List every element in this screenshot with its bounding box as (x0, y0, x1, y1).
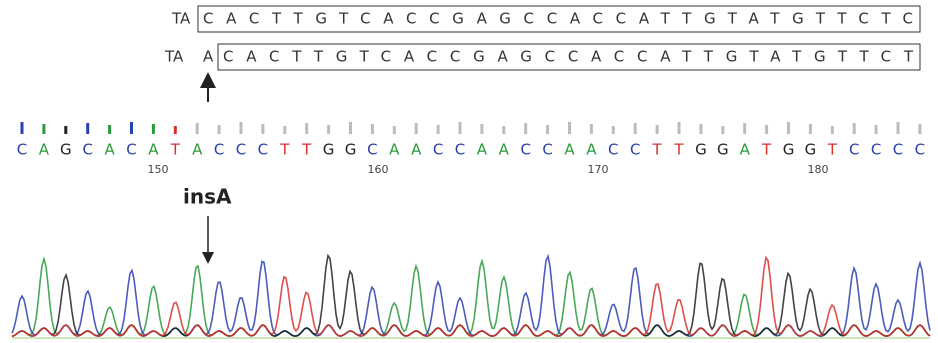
base-call: A (740, 141, 751, 159)
base-call: C (258, 141, 268, 159)
base-call: A (411, 141, 422, 159)
quality-bar (612, 126, 615, 134)
base-call: C (893, 141, 903, 159)
base-call: T (301, 141, 312, 159)
mutant-prefix: TA (164, 48, 184, 66)
position-label: 160 (368, 163, 389, 176)
quality-bar (897, 122, 900, 134)
quality-bar (459, 122, 462, 134)
base-call: C (630, 141, 640, 159)
base-call: G (695, 141, 707, 159)
quality-bar (196, 123, 199, 134)
base-call: A (104, 141, 115, 159)
quality-bar (853, 123, 856, 134)
base-call: G (717, 141, 729, 159)
base-call: G (805, 141, 817, 159)
quality-bar (327, 125, 330, 134)
quality-bar (590, 124, 593, 134)
base-call: G (323, 141, 335, 159)
quality-bar (918, 124, 921, 134)
quality-bar (415, 123, 418, 134)
quality-bar (152, 124, 155, 134)
traces (12, 256, 930, 337)
mutant-sequence: CACTTGTCACCGAGCCACCATTGTATGTTCT (223, 48, 914, 66)
base-call: C (433, 141, 443, 159)
base-call: T (170, 141, 181, 159)
base-call: A (148, 141, 159, 159)
base-call: C (236, 141, 246, 159)
base-call: C (849, 141, 859, 159)
quality-bar (283, 126, 286, 134)
base-call: C (915, 141, 925, 159)
quality-bar (42, 124, 45, 134)
base-call: C (455, 141, 465, 159)
quality-bar (174, 126, 177, 134)
quality-bar (305, 123, 308, 134)
base-call: T (827, 141, 838, 159)
base-call: C (17, 141, 27, 159)
quality-bar (743, 123, 746, 134)
reference-prefix: TA (171, 10, 191, 28)
quality-bar (64, 126, 67, 134)
chromatogram-figure: TA CACTTGTCACCGAGCCACCATTGTATGTTCTC TA A… (0, 0, 938, 343)
base-call: C (367, 141, 377, 159)
base-call: G (60, 141, 72, 159)
base-call: C (871, 141, 881, 159)
quality-bar (524, 123, 527, 134)
base-call: G (783, 141, 795, 159)
quality-bar (546, 125, 549, 134)
base-call: T (652, 141, 663, 159)
mutant-insertion: A (203, 48, 214, 66)
quality-bar (831, 126, 834, 134)
quality-bar (656, 125, 659, 134)
quality-bar (765, 125, 768, 134)
quality-bar (393, 126, 396, 134)
quality-bar (86, 123, 89, 134)
quality-bar (809, 124, 812, 134)
quality-bar (108, 125, 111, 134)
quality-bar (261, 124, 264, 134)
position-label: 170 (588, 163, 609, 176)
quality-bar (699, 124, 702, 134)
base-call: C (520, 141, 530, 159)
base-call: T (279, 141, 290, 159)
quality-bar (678, 122, 681, 134)
base-call: C (214, 141, 224, 159)
base-call: A (586, 141, 597, 159)
base-call: T (673, 141, 684, 159)
base-call: C (82, 141, 92, 159)
base-call: G (345, 141, 357, 159)
quality-bar (21, 122, 24, 134)
quality-bar (480, 124, 483, 134)
base-call: A (192, 141, 203, 159)
base-call: A (564, 141, 575, 159)
base-call: C (608, 141, 618, 159)
quality-bar (502, 126, 505, 134)
quality-bar (437, 125, 440, 134)
quality-bar (240, 122, 243, 134)
base-call: A (389, 141, 400, 159)
base-call: T (761, 141, 772, 159)
quality-bar (787, 122, 790, 134)
reference-box (198, 6, 920, 32)
quality-bar (568, 122, 571, 134)
base-call: A (39, 141, 50, 159)
reference-sequence: CACTTGTCACCGAGCCACCATTGTATGTTCTC (203, 10, 913, 28)
base-call: C (542, 141, 552, 159)
base-call: A (499, 141, 510, 159)
quality-bar (130, 122, 133, 134)
mutation-label: insA (183, 185, 232, 209)
quality-bar (634, 123, 637, 134)
quality-bar (721, 126, 724, 134)
quality-bar (349, 122, 352, 134)
quality-bar (371, 124, 374, 134)
quality-bar (875, 125, 878, 134)
position-label: 180 (808, 163, 829, 176)
quality-bar (218, 125, 221, 134)
base-call: A (477, 141, 488, 159)
base-call: C (126, 141, 136, 159)
position-label: 150 (148, 163, 169, 176)
